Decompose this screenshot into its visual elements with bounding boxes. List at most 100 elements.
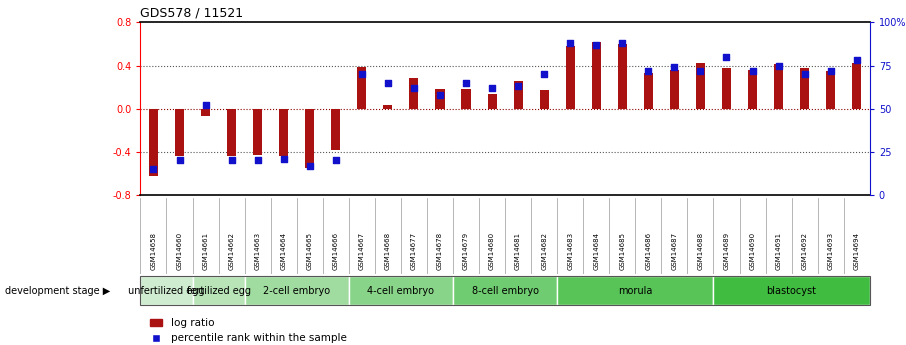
Point — [589, 42, 603, 48]
Text: GSM14681: GSM14681 — [516, 232, 521, 270]
Bar — [149, 109, 158, 176]
Point — [511, 83, 525, 89]
Point — [303, 163, 317, 168]
Bar — [253, 109, 262, 155]
Bar — [410, 78, 419, 109]
Text: morula: morula — [618, 286, 652, 296]
Point — [433, 92, 448, 98]
Text: fertilized egg: fertilized egg — [187, 286, 251, 296]
Bar — [618, 44, 627, 109]
Point — [329, 158, 343, 163]
Point — [771, 63, 786, 68]
Text: GSM14685: GSM14685 — [620, 233, 625, 270]
Point — [797, 71, 812, 77]
Text: GSM14658: GSM14658 — [150, 233, 157, 270]
Text: GSM14663: GSM14663 — [255, 232, 261, 270]
Bar — [557, 276, 713, 305]
Text: GSM14680: GSM14680 — [489, 232, 495, 270]
Bar — [175, 109, 184, 156]
Text: GSM14687: GSM14687 — [671, 232, 678, 270]
Point — [172, 158, 187, 163]
Point — [354, 71, 369, 77]
Text: GSM14690: GSM14690 — [749, 232, 756, 270]
Text: GSM14693: GSM14693 — [828, 232, 834, 270]
Text: GSM14664: GSM14664 — [281, 233, 286, 270]
Point — [458, 80, 473, 86]
Text: GSM14686: GSM14686 — [645, 232, 651, 270]
Point — [198, 102, 213, 108]
Bar — [670, 70, 679, 109]
Text: GSM14662: GSM14662 — [228, 233, 235, 270]
Legend: log ratio, percentile rank within the sample: log ratio, percentile rank within the sa… — [146, 314, 351, 345]
Bar — [245, 276, 349, 305]
Text: GSM14667: GSM14667 — [359, 232, 365, 270]
Bar — [748, 70, 757, 109]
Text: GSM14683: GSM14683 — [567, 232, 573, 270]
Point — [824, 68, 838, 73]
Bar — [349, 276, 453, 305]
Bar — [713, 276, 870, 305]
Point — [146, 166, 160, 172]
Text: 2-cell embryo: 2-cell embryo — [263, 286, 331, 296]
Text: GSM14689: GSM14689 — [724, 232, 729, 270]
Text: GSM14661: GSM14661 — [203, 232, 208, 270]
Point — [719, 54, 734, 60]
Text: GSM14682: GSM14682 — [541, 233, 547, 270]
Text: 8-cell embryo: 8-cell embryo — [472, 286, 538, 296]
Text: GDS578 / 11521: GDS578 / 11521 — [140, 7, 244, 20]
Bar — [227, 109, 236, 156]
Point — [225, 158, 239, 163]
Bar — [436, 89, 445, 109]
Text: GSM14694: GSM14694 — [853, 233, 860, 270]
Bar — [192, 276, 245, 305]
Bar — [140, 276, 192, 305]
Point — [641, 68, 656, 73]
Text: GSM14684: GSM14684 — [593, 233, 599, 270]
Bar — [461, 89, 470, 109]
Point — [850, 58, 864, 63]
Bar — [514, 81, 523, 109]
Point — [563, 40, 577, 46]
Bar — [644, 73, 653, 109]
Bar — [565, 46, 574, 109]
Text: 4-cell embryo: 4-cell embryo — [368, 286, 434, 296]
Text: development stage ▶: development stage ▶ — [5, 286, 110, 296]
Bar — [201, 109, 210, 116]
Bar — [592, 42, 601, 109]
Bar — [853, 63, 862, 109]
Text: GSM14692: GSM14692 — [802, 233, 807, 270]
Text: GSM14668: GSM14668 — [385, 232, 390, 270]
Text: GSM14660: GSM14660 — [177, 232, 182, 270]
Point — [693, 68, 708, 73]
Bar — [826, 71, 835, 109]
Bar — [540, 90, 549, 109]
Point — [407, 85, 421, 91]
Bar — [357, 67, 366, 109]
Text: GSM14688: GSM14688 — [698, 232, 703, 270]
Text: blastocyst: blastocyst — [766, 286, 816, 296]
Bar — [722, 68, 731, 109]
Point — [276, 156, 291, 161]
Point — [250, 158, 265, 163]
Point — [537, 71, 552, 77]
Bar — [696, 63, 705, 109]
Text: GSM14679: GSM14679 — [463, 232, 469, 270]
Point — [667, 65, 681, 70]
Bar — [279, 109, 288, 156]
Bar — [487, 93, 496, 109]
Text: GSM14666: GSM14666 — [333, 232, 339, 270]
Bar — [305, 109, 314, 168]
Point — [615, 40, 630, 46]
Text: GSM14678: GSM14678 — [437, 232, 443, 270]
Point — [746, 68, 760, 73]
Bar — [383, 106, 392, 109]
Text: GSM14691: GSM14691 — [776, 232, 782, 270]
Point — [485, 85, 499, 91]
Bar — [453, 276, 557, 305]
Bar — [800, 68, 809, 109]
Bar — [774, 65, 783, 109]
Text: unfertilized egg: unfertilized egg — [129, 286, 205, 296]
Text: GSM14677: GSM14677 — [411, 232, 417, 270]
Point — [381, 80, 395, 86]
Bar — [332, 109, 341, 150]
